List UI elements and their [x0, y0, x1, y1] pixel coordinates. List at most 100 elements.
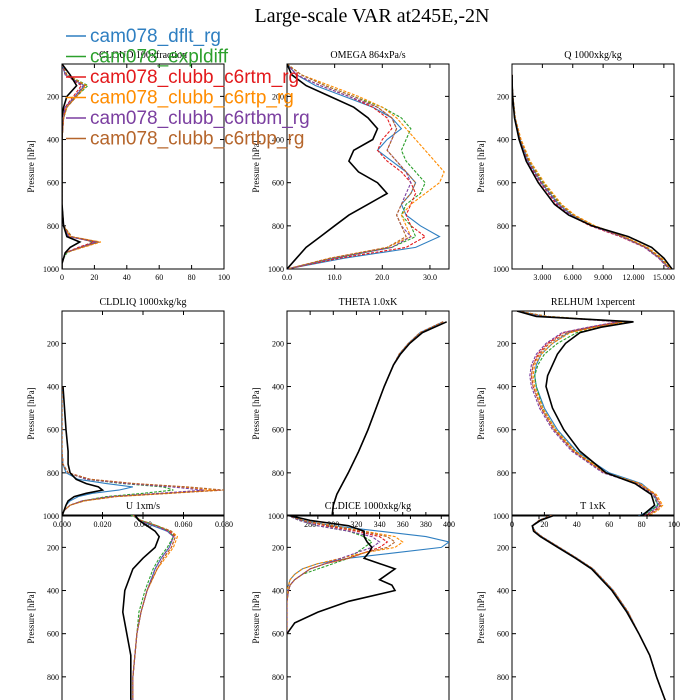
series-line-observation: [62, 386, 105, 516]
y-tick-label: 1000: [268, 265, 284, 274]
x-tick-label: 60: [155, 273, 163, 282]
legend-label-cam078_clubb_c6rtbp_rg: cam078_clubb_c6rtbp_rg: [90, 129, 304, 150]
panel-title: U 1xm/s: [126, 501, 160, 512]
series-line-cam078_clubb_c6rtbm_rg: [516, 311, 661, 516]
y-tick-label: 200: [497, 543, 509, 552]
y-tick-label: 1000: [493, 265, 509, 274]
x-tick-label: 9.000: [594, 273, 612, 282]
series-group: [512, 74, 673, 269]
x-tick-label: 40: [123, 273, 131, 282]
panel-3: Q 1000xkg/kg 200 400 600 800 1000 3.000 6.000 9.…: [476, 50, 675, 282]
series-line-cam078_clubb_c6rtbp_rg: [132, 515, 177, 700]
x-tick-label: 20: [540, 520, 548, 529]
y-tick-label: 1000: [493, 512, 509, 521]
y-axis-label: Pressure [hPa]: [251, 387, 261, 439]
x-tick-label: 40: [573, 520, 581, 529]
y-tick-label: 400: [47, 383, 59, 392]
series-line-observation: [121, 515, 161, 700]
y-tick-label: 800: [497, 469, 509, 478]
series-line-observation: [512, 74, 673, 269]
series-group: [331, 321, 448, 516]
figure-title: Large-scale VAR at245E,-2N: [255, 5, 490, 27]
y-tick-label: 400: [47, 587, 59, 596]
series-line-cam078_clubb_c6rtm_rg: [287, 64, 427, 269]
y-tick-label: 800: [272, 222, 284, 231]
series-line-observation: [287, 64, 389, 269]
series-line-cam078_clubb_c6rtm_rg: [62, 64, 97, 269]
y-tick-label: 400: [497, 383, 509, 392]
panel-title: CLDICE 1000xkg/kg: [325, 501, 411, 512]
series-line-cam078_clubb_c6rtp_rg: [516, 311, 664, 516]
legend-label-cam078_clubb_c6rtm_rg: cam078_clubb_c6rtm_rg: [90, 67, 299, 88]
y-axis-label: Pressure [hPa]: [26, 140, 36, 192]
y-tick-label: 200: [47, 339, 59, 348]
y-tick-label: 200: [272, 339, 284, 348]
x-tick-label: 0.060: [175, 520, 193, 529]
panel-title: THETA 1.0xK: [339, 297, 398, 308]
y-tick-label: 600: [47, 179, 59, 188]
series-group: [531, 515, 666, 700]
y-axis-label: Pressure [hPa]: [476, 140, 486, 192]
series-group: [62, 386, 224, 516]
panel-7: U 1xm/s2004006008001000-40-2002040Pressu…: [26, 501, 225, 700]
x-tick-label: 0.0: [282, 273, 292, 282]
x-tick-label: 340: [374, 520, 386, 529]
y-axis-label: Pressure [hPa]: [476, 387, 486, 439]
panel-title: RELHUM 1xpercent: [551, 297, 635, 308]
y-axis-label: Pressure [hPa]: [26, 387, 36, 439]
x-tick-label: 380: [420, 520, 432, 529]
y-tick-label: 200: [272, 92, 284, 101]
series-line-observation: [331, 321, 448, 516]
y-tick-label: 400: [497, 136, 509, 145]
x-tick-label: 300: [327, 520, 339, 529]
y-tick-label: 400: [272, 383, 284, 392]
y-tick-label: 200: [47, 92, 59, 101]
x-tick-label: 0.040: [134, 520, 152, 529]
panel-frame: [511, 63, 675, 270]
series-group: [287, 515, 449, 635]
x-tick-label: 15.000: [653, 273, 675, 282]
panels: CLOUD 100xfraction 200 400 600 800 1000 0 20 40 6…: [26, 50, 680, 700]
x-tick-label: 0: [60, 273, 64, 282]
series-line-cam078_expldiff: [287, 64, 426, 269]
y-axis-label: Pressure [hPa]: [251, 140, 261, 192]
series-group: [121, 515, 179, 700]
legend: cam078_dflt_rgcam078_expldiffcam078_club…: [66, 26, 310, 150]
series-line-cam078_clubb_c6rtbm_rg: [132, 515, 175, 700]
series-line-observation: [287, 515, 397, 635]
y-tick-label: 600: [272, 426, 284, 435]
x-tick-label: 320: [350, 520, 362, 529]
x-tick-label: 60: [605, 520, 613, 529]
y-tick-label: 600: [272, 179, 284, 188]
series-line-cam078_clubb_c6rtbp_rg: [62, 386, 224, 516]
x-tick-label: 100: [218, 273, 230, 282]
y-tick-label: 800: [272, 673, 284, 682]
y-tick-label: 800: [47, 469, 59, 478]
y-tick-label: 600: [47, 630, 59, 639]
y-tick-label: 800: [497, 673, 509, 682]
series-line-cam078_expldiff: [62, 64, 95, 269]
y-tick-label: 200: [272, 543, 284, 552]
series-line-observation: [62, 64, 82, 269]
panel-frame: [286, 63, 450, 270]
series-line-cam078_clubb_c6rtp_rg: [287, 64, 445, 269]
y-axis-label: Pressure [hPa]: [476, 591, 486, 643]
y-tick-label: 200: [497, 339, 509, 348]
x-tick-label: 30.0: [423, 273, 437, 282]
y-tick-label: 200: [497, 92, 509, 101]
series-line-cam078_clubb_c6rtbp_rg: [516, 311, 662, 516]
series-line-cam078_clubb_c6rtbp_rg: [287, 64, 417, 269]
panel-title: CLOUD 100xfraction: [99, 50, 187, 61]
panel-title: CLDLIQ 1000xkg/kg: [100, 297, 187, 308]
panel-8: CLDICE 1000xkg/kg20040060080010000.00000…: [251, 501, 450, 700]
series-group: [516, 311, 664, 516]
panel-title: OMEGA 864xPa/s: [330, 50, 405, 61]
panel-9: T 1xK20040060080010001802002202402602803…: [476, 501, 675, 700]
x-tick-label: 6.000: [564, 273, 582, 282]
x-tick-label: 20: [90, 273, 98, 282]
x-tick-label: 360: [397, 520, 409, 529]
legend-label-cam078_clubb_c6rtp_rg: cam078_clubb_c6rtp_rg: [90, 88, 294, 109]
y-tick-label: 600: [497, 630, 509, 639]
